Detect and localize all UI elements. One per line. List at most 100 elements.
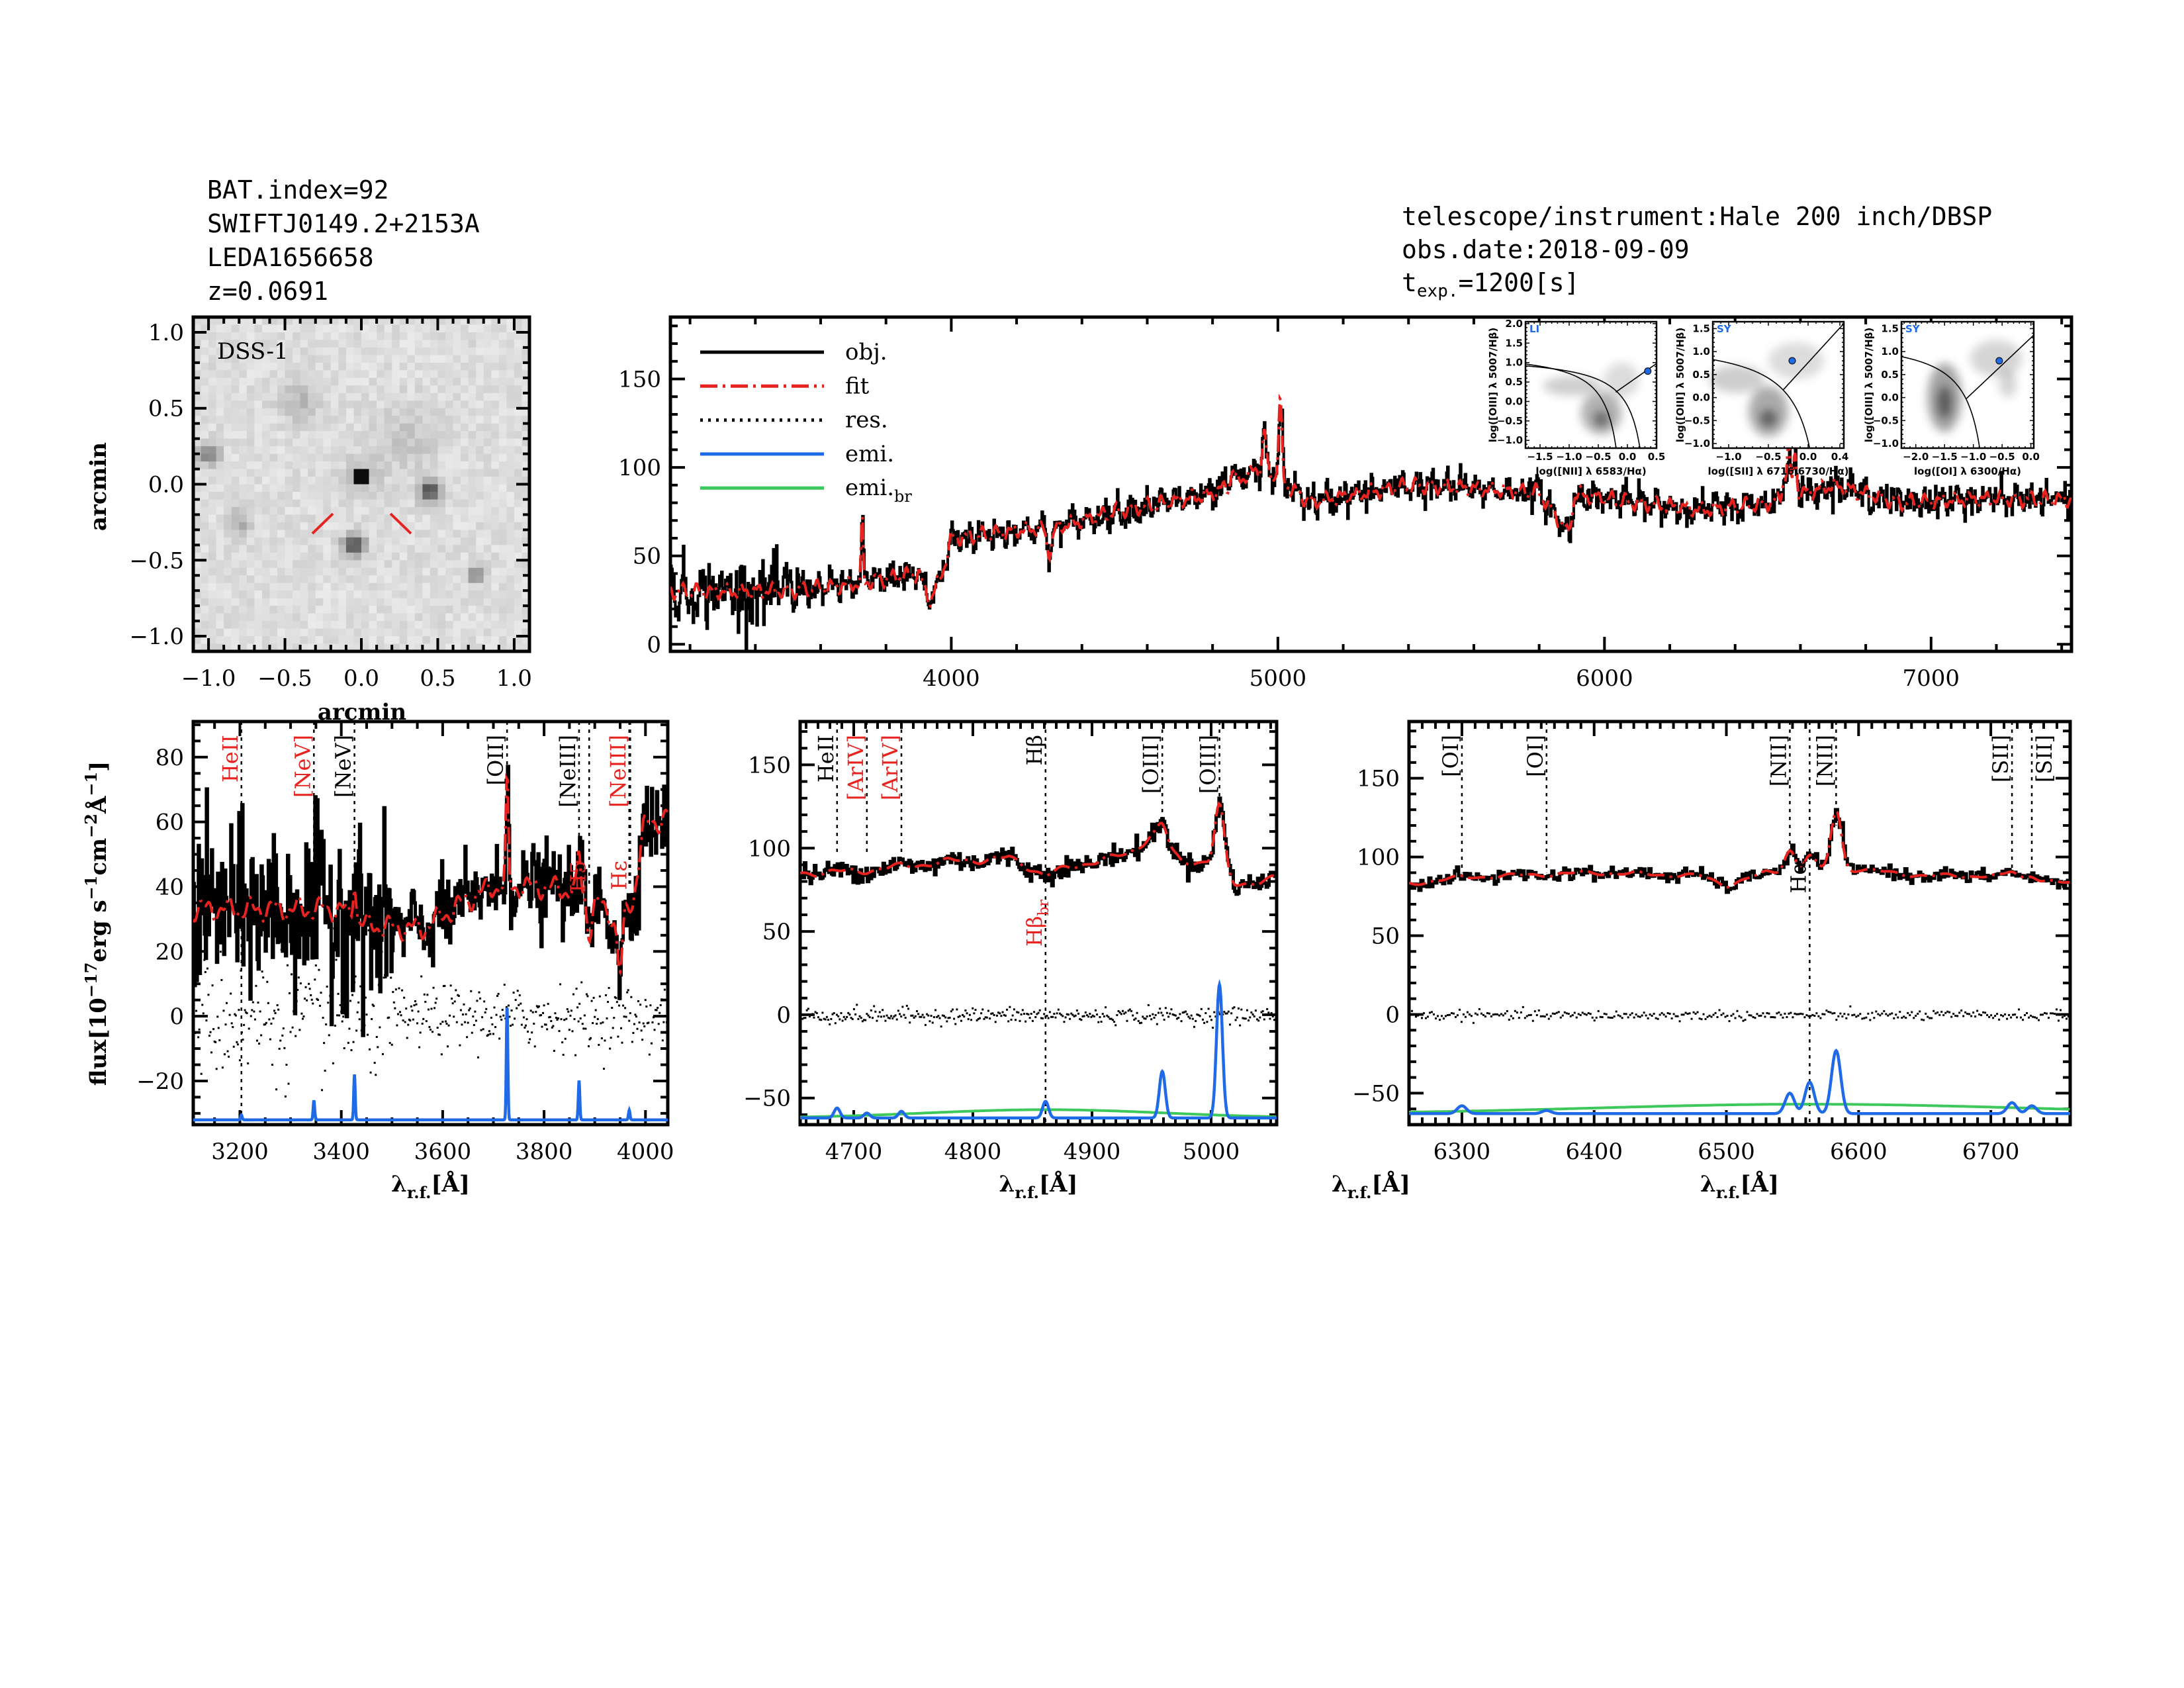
plot-area [670, 393, 2071, 651]
line-label: [NeIII] [555, 735, 580, 808]
plot-frame [668, 315, 2073, 653]
x-tick-label: −0.5 [1989, 451, 2015, 463]
observation-date: obs.date:2018-09-09 [1402, 235, 1690, 264]
y-axis-label: flux[10−17erg s−1cm−2Å−1] [81, 761, 112, 1086]
line-label: [NII] [1766, 735, 1791, 786]
y-tick-label: 0.0 [1692, 392, 1710, 404]
target-marker-right [389, 512, 412, 535]
classification-line [1901, 356, 1981, 449]
source-point [1995, 357, 2003, 365]
y-tick-label: 1.5 [1505, 337, 1523, 349]
y-tick-label: −50 [1352, 1080, 1400, 1107]
y-tick-label: −1.0 [1684, 438, 1710, 449]
line-label: [ArIV] [878, 735, 903, 800]
classification-line [1966, 334, 2034, 399]
x-tick-label: 3200 [211, 1139, 269, 1165]
y-tick-label: 0.0 [148, 472, 184, 498]
panel-oii: 3200 3400 3600 3800 4000 −20 0 20 40 60 80 HeII [NeV… [81, 720, 674, 1202]
y-tick-label: 0.5 [1881, 369, 1899, 381]
x-tick-label: 0.0 [1619, 451, 1637, 463]
x-tick-label: −1.5 [1932, 451, 1958, 463]
line-label: HeII [218, 735, 243, 782]
bpt-nii-inset: −1.5 −1.0 −0.5 0.0 0.5−1.0−0.50.00.51.01.52.… [1487, 318, 1665, 477]
y-tick-label: 150 [618, 367, 661, 393]
x-tick-label: 6400 [1565, 1139, 1623, 1165]
x-tick-label: 1.0 [496, 665, 532, 692]
plot-frame [798, 720, 1279, 1127]
fit-spectrum [800, 801, 1277, 887]
y-tick-label: 0.0 [1881, 392, 1899, 404]
survey-label: DSS-1 [217, 338, 289, 365]
y-tick-label: 100 [1357, 845, 1400, 871]
x-axis-label: λr.f.[Å] [1700, 1170, 1779, 1202]
target-marker-left [311, 512, 334, 535]
legend-label: res. [845, 407, 888, 434]
residual-points [800, 1004, 1277, 1029]
line-label: [NII] [1812, 735, 1837, 786]
axis-ticks [193, 317, 529, 651]
bpt-class-label: SY [1717, 323, 1732, 335]
classification-line [1525, 363, 1617, 449]
x-tick-label: 0.0 [1799, 451, 1817, 463]
legend-item-fit: fit [700, 373, 870, 399]
y-tick-label: 150 [1357, 766, 1400, 792]
y-tick-label: 1.0 [1505, 357, 1523, 369]
observed-spectrum [1409, 808, 2070, 894]
broad-emission-line [800, 1108, 1277, 1119]
y-tick-label: 1.5 [1692, 322, 1710, 334]
y-tick-label: −0.5 [129, 547, 184, 574]
x-tick-label: −1.5 [1527, 451, 1553, 463]
y-tick-label: −0.5 [1684, 414, 1710, 426]
legend-label: fit [845, 373, 870, 399]
source-point [1644, 367, 1652, 375]
y-tick-label: 100 [618, 455, 661, 481]
x-tick-label: 0.0 [2022, 451, 2040, 463]
x-tick-label: 0.5 [420, 665, 455, 692]
bpt-y-label: log([OIII] λ 5007/Hβ) [1674, 328, 1686, 443]
plot-frame [191, 315, 531, 653]
telescope-instrument: telescope/instrument:Hale 200 inch/DBSP [1402, 202, 1992, 231]
y-tick-label: −0.5 [1873, 414, 1899, 426]
x-tick-label: −0.5 [1585, 451, 1611, 463]
plot-area [800, 722, 1277, 1125]
bpt-y-label: log([OIII] λ 5007/Hβ) [1487, 328, 1499, 443]
x-tick-label: 4700 [825, 1139, 883, 1165]
x-tick-label: 6700 [1962, 1139, 2020, 1165]
bpt-x-label: log([OI] λ 6300/Hα) [1914, 465, 2021, 477]
plot-frame [1524, 320, 1658, 449]
y-tick-label: 0 [1385, 1002, 1400, 1028]
line-label: [OIII] [1138, 735, 1163, 794]
x-tick-label: 3400 [312, 1139, 370, 1165]
plot-frame [1407, 720, 2072, 1127]
fit-spectrum [193, 773, 668, 976]
y-tick-label: 40 [156, 874, 184, 900]
bpt-y-label: log([OIII] λ 5007/Hβ) [1863, 328, 1875, 443]
y-tick-label: −1.0 [1497, 434, 1523, 446]
bpt-sii-inset: −1.0 −0.5 0.0 0.4 −1.0 −0.5 0.0 0.5 1.0 1.5 SY log(… [1674, 320, 1849, 477]
x-axis-label: λr.f.[Å] [391, 1170, 470, 1202]
y-tick-label: 150 [748, 752, 791, 778]
y-tick-label: 1.5 [1881, 322, 1899, 334]
line-label: [ArIV] [843, 735, 868, 800]
x-tick-label: −1.0 [1960, 451, 1986, 463]
classification-line [1525, 365, 1641, 449]
bpt-class-label: SY [1905, 323, 1921, 335]
x-tick-label: 0.5 [1648, 451, 1666, 463]
x-tick-label: 6300 [1433, 1139, 1491, 1165]
y-tick-label: −50 [743, 1086, 791, 1112]
x-tick-label: 6600 [1830, 1139, 1888, 1165]
leda-name: LEDA1656658 [207, 243, 374, 272]
redshift: z=0.0691 [207, 277, 328, 306]
x-tick-label: −1.0 [1556, 451, 1582, 463]
header-right: telescope/instrument:Hale 200 inch/DBSP … [1402, 202, 1992, 301]
x-tick-label: 7000 [1903, 665, 1960, 692]
narrow-emission-lines [193, 1008, 668, 1121]
y-tick-label: 0.5 [1505, 376, 1523, 388]
fit-spectrum [1409, 809, 2070, 890]
bat-index: BAT.index=92 [207, 175, 389, 205]
classification-line [1712, 359, 1811, 449]
narrow-emission-lines [800, 978, 1277, 1120]
y-tick-label: −20 [136, 1068, 184, 1095]
